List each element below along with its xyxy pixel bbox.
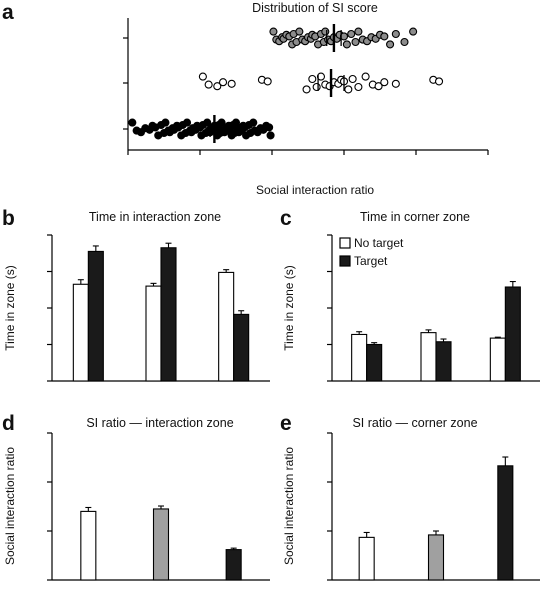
plot-area-e xyxy=(327,432,540,581)
data-point-control xyxy=(434,77,444,86)
panel-label-d: d xyxy=(2,412,15,435)
data-point-resilient xyxy=(295,27,304,36)
data-point-control xyxy=(218,78,228,87)
panel-label-b: b xyxy=(2,207,15,230)
panel-a: a Distribution of SI score Social intera… xyxy=(2,1,489,197)
data-point-control xyxy=(380,78,389,87)
data-point-control xyxy=(213,82,222,91)
y-axis-label-d: Social interaction ratio xyxy=(3,447,17,565)
bar-no-target-control xyxy=(351,333,368,382)
data-point-control xyxy=(302,85,311,94)
bar-resilient xyxy=(427,534,445,581)
legend-label-no-target: No target xyxy=(354,236,404,250)
data-point-control xyxy=(198,72,207,81)
y-axis-label-c: Time in zone (s) xyxy=(282,265,296,351)
chart-title-a: Distribution of SI score xyxy=(252,1,378,15)
data-point-susceptible xyxy=(265,123,274,132)
bar-target-resilient xyxy=(435,341,452,382)
data-point-resilient xyxy=(409,27,418,36)
data-point-control xyxy=(312,82,321,92)
data-point-control xyxy=(263,77,272,86)
panel-label-a: a xyxy=(2,1,14,24)
bar-susceptible xyxy=(225,549,242,581)
panel-label-c: c xyxy=(280,207,292,230)
data-point-resilient xyxy=(347,29,356,39)
data-point-control xyxy=(361,72,370,81)
data-point-resilient xyxy=(354,27,363,36)
bar-target-susceptible xyxy=(504,286,521,382)
plot-area-a xyxy=(123,18,489,155)
data-point-control xyxy=(354,82,363,92)
bar-no-target-control xyxy=(72,283,89,382)
data-point-susceptible xyxy=(161,118,170,127)
y-axis-label-e: Social interaction ratio xyxy=(282,447,296,565)
data-point-control xyxy=(308,74,317,84)
data-point-control xyxy=(348,74,357,84)
data-point-resilient xyxy=(342,40,351,49)
data-point-resilient xyxy=(269,27,278,36)
data-point-susceptible xyxy=(128,118,137,127)
bar-target-susceptible xyxy=(233,313,250,382)
data-point-resilient xyxy=(391,29,400,39)
data-point-resilient xyxy=(380,32,389,41)
plot-area-c xyxy=(327,234,540,382)
bar-no-target-resilient xyxy=(420,332,437,382)
legend-swatch-target xyxy=(339,255,351,267)
bar-control xyxy=(80,510,97,581)
bar-target-resilient xyxy=(160,247,177,382)
bar-target-control xyxy=(366,343,383,382)
bar-no-target-resilient xyxy=(145,285,162,382)
chart-title-b: Time in interaction zone xyxy=(89,210,221,224)
y-axis-label-b: Time in zone (s) xyxy=(3,265,17,351)
data-point-resilient xyxy=(386,40,395,49)
panel-d: d SI ratio — interaction zone Social int… xyxy=(2,412,270,581)
data-point-susceptible xyxy=(182,118,192,127)
panel-e: e SI ratio — corner zone Social interact… xyxy=(280,412,540,581)
panel-b: b Time in interaction zone Time in zone … xyxy=(2,207,270,382)
data-point-susceptible xyxy=(249,118,258,127)
chart-title-d: SI ratio — interaction zone xyxy=(86,416,233,430)
panel-label-e: e xyxy=(280,412,292,435)
data-point-control xyxy=(391,79,400,88)
plot-area-d xyxy=(47,432,270,581)
legend-swatch-no-target xyxy=(339,237,351,249)
legend-label-target: Target xyxy=(354,254,388,268)
data-point-control xyxy=(344,85,353,94)
data-point-resilient xyxy=(400,37,409,47)
data-point-resilient xyxy=(321,27,330,36)
data-point-control xyxy=(204,80,213,89)
bar-control xyxy=(358,536,375,581)
chart-title-c: Time in corner zone xyxy=(360,210,470,224)
x-axis-label-a: Social interaction ratio xyxy=(256,183,374,197)
bar-susceptible xyxy=(497,465,514,581)
legend-c: No target Target xyxy=(339,236,404,268)
bar-no-target-susceptible xyxy=(218,271,235,382)
data-point-susceptible xyxy=(231,118,241,127)
plot-area-b xyxy=(47,234,270,382)
data-point-susceptible xyxy=(266,131,275,140)
bar-no-target-susceptible xyxy=(489,337,506,382)
bar-target-control xyxy=(87,250,104,382)
panel-c: c Time in corner zone Time in zone (s) N… xyxy=(280,207,540,382)
bar-resilient xyxy=(152,508,170,581)
data-point-control xyxy=(227,79,236,88)
data-point-resilient xyxy=(351,37,360,47)
chart-title-e: SI ratio — corner zone xyxy=(352,416,477,430)
data-point-control xyxy=(374,82,383,91)
